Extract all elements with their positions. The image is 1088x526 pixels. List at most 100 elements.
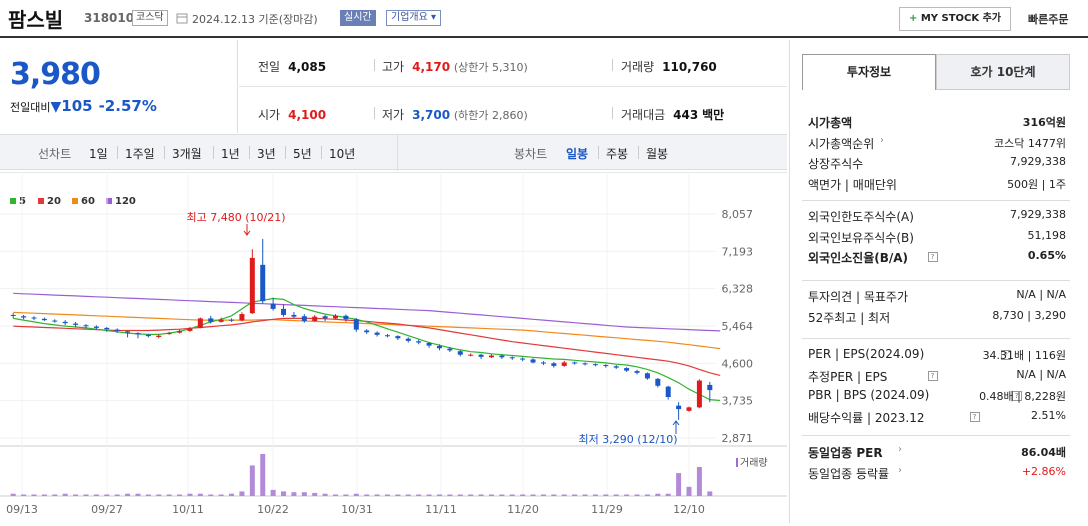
candle-body — [655, 378, 661, 386]
tab-investment-info[interactable]: 투자정보 — [802, 54, 936, 90]
header: 팜스빌 318010 코스닥 2024.12.13 기준(장마감) 실시간 기업… — [0, 0, 1088, 38]
info-value: N/A | N/A — [1016, 367, 1066, 381]
market-badge: 코스닥 — [132, 10, 168, 26]
candle-body — [239, 314, 245, 321]
help-icon[interactable]: ? — [927, 370, 938, 381]
low-annotation: 최저 3,290 (12/10) — [578, 433, 677, 446]
candle-body — [468, 354, 474, 356]
stat-volume-label: 거래량 — [621, 60, 655, 74]
y-tick-label: 6,328 — [722, 283, 754, 296]
period-3m[interactable]: 3개월 — [172, 147, 202, 161]
tab-orderbook[interactable]: 호가 10단계 — [936, 54, 1070, 90]
period-1w[interactable]: 1주일 — [125, 147, 155, 161]
candle-body — [374, 332, 380, 335]
chevron-right-icon[interactable]: › — [898, 464, 902, 476]
chevron-right-icon[interactable]: › — [898, 444, 902, 455]
live-badge[interactable]: 실시간 — [340, 10, 376, 26]
candle-body — [582, 363, 588, 365]
volume-bar — [177, 494, 183, 496]
info-value: 7,929,338 — [1010, 155, 1066, 168]
info-label: 외국인한도주식수(A) — [808, 210, 914, 224]
stat-upper-limit: (상한가 5,310) — [453, 61, 528, 74]
volume-bar — [239, 491, 245, 496]
volume-bar — [624, 494, 630, 496]
volume-bar — [73, 494, 79, 496]
change-percent: -2.57% — [98, 97, 157, 115]
candle-body — [229, 319, 235, 321]
period-1d[interactable]: 1일 — [89, 147, 108, 161]
candle-body — [145, 334, 151, 337]
candle-body — [21, 316, 27, 318]
candle-body — [73, 323, 79, 325]
candle-body — [301, 316, 307, 321]
period-5y[interactable]: 5년 — [293, 147, 312, 161]
info-divider — [802, 200, 1070, 201]
stat-volume: 거래량 110,760 — [621, 58, 717, 75]
add-mystock-button[interactable]: + MY STOCK 추가 — [899, 7, 1011, 31]
stat-open-label: 시가 — [258, 108, 281, 122]
candle-body — [447, 348, 453, 351]
candlestick-chart[interactable]: 52060120 8,0577,1936,3285,4644,6003,7352… — [0, 171, 787, 523]
candle-monthly[interactable]: 월봉 — [646, 147, 669, 161]
toolbar-sep — [598, 146, 599, 159]
volume-bar — [187, 493, 193, 496]
calendar-icon — [176, 13, 188, 24]
volume-bar — [592, 494, 598, 496]
ma120-line — [13, 292, 721, 332]
volume-bar — [312, 492, 318, 496]
volume-bar — [655, 493, 661, 496]
company-overview-dropdown[interactable]: 기업개요 ▾ — [386, 10, 441, 26]
info-row: 동일업종 PER › 86.04배 — [808, 442, 1066, 462]
volume-bar — [447, 494, 453, 496]
candle-body — [634, 371, 640, 373]
quick-order-button[interactable]: 빠른주문 — [1028, 13, 1069, 26]
info-panel: 투자정보 호가 10단계 시가총액 316억원 시가총액순위 › 코스닥 1477위 상… — [789, 40, 1088, 523]
volume-bar — [478, 494, 484, 496]
help-icon[interactable]: ? — [969, 411, 980, 422]
candle-body — [312, 316, 318, 321]
candle-body — [665, 386, 671, 398]
volume-bar — [93, 494, 99, 496]
x-tick-label: 11/11 — [425, 503, 457, 516]
info-row: 52주최고 | 최저 8,730 | 3,290 — [808, 307, 1066, 327]
high-annotation: 최고 7,480 (10/21) — [186, 211, 285, 224]
period-1y[interactable]: 1년 — [221, 147, 240, 161]
candle-body — [156, 335, 162, 337]
volume-bar — [634, 494, 640, 496]
candle-body — [62, 321, 68, 324]
period-10y[interactable]: 10년 — [329, 147, 356, 161]
period-3y[interactable]: 3년 — [257, 147, 276, 161]
volume-bar — [530, 494, 536, 496]
toolbar-divider — [397, 135, 398, 171]
legend-swatch — [72, 198, 78, 204]
help-icon[interactable]: ? — [1011, 391, 1022, 401]
candle-body — [166, 333, 172, 335]
info-label: 액면가 | 매매단위 — [808, 177, 897, 192]
candle-body — [405, 338, 411, 341]
info-value: 86.04배 — [1021, 446, 1066, 459]
candle-body — [260, 264, 266, 302]
volume-bar — [291, 492, 297, 496]
candle-body — [478, 354, 484, 357]
info-label: 동일업종 PER — [808, 446, 883, 460]
volume-bar — [322, 493, 328, 496]
stat-high-value: 4,170 — [412, 60, 451, 74]
candle-daily[interactable]: 일봉 — [566, 147, 589, 161]
price-chart[interactable]: 52060120 8,0577,1936,3285,4644,6003,7352… — [0, 171, 787, 523]
help-icon[interactable]: ? — [927, 252, 938, 262]
volume-bar — [468, 494, 474, 496]
x-tick-label: 11/29 — [591, 503, 623, 516]
candle-body — [530, 359, 536, 363]
candle-weekly[interactable]: 주봉 — [606, 147, 629, 161]
candle-body — [592, 364, 598, 366]
candle-body — [291, 314, 297, 317]
chevron-right-icon[interactable]: › — [880, 134, 884, 146]
plus-icon: + — [908, 13, 918, 24]
candle-body — [696, 380, 702, 408]
x-tick-label: 09/27 — [91, 503, 123, 516]
info-row: 외국인보유주식수(B) 51,198 — [808, 227, 1066, 247]
help-icon[interactable]: ? — [1001, 350, 1011, 360]
price-change: 전일대비▼105 -2.57% — [10, 97, 157, 115]
info-value: 2.51% — [1031, 408, 1066, 422]
stock-name: 팜스빌 — [8, 8, 64, 32]
